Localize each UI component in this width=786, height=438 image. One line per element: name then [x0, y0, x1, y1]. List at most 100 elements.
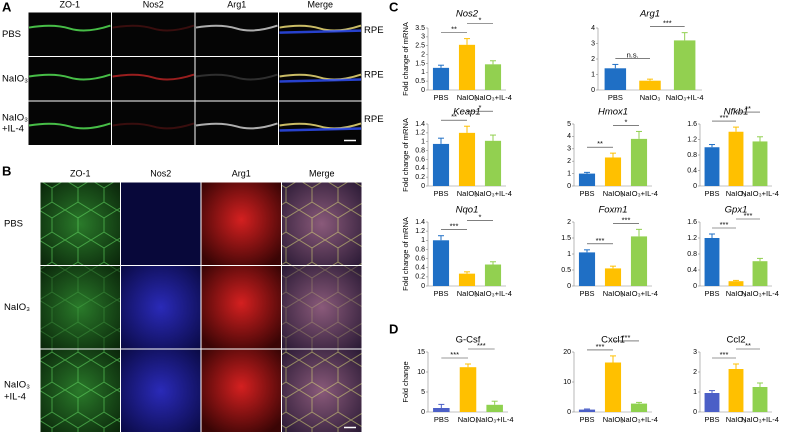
significance-label: ***: [720, 350, 729, 359]
y-tick-label: 2: [591, 56, 595, 63]
tissue-band: [279, 73, 362, 81]
tissue-band: [28, 24, 111, 32]
bar: [578, 409, 596, 412]
y-tick-label: 1: [567, 170, 571, 177]
y-tick-label: 15: [417, 349, 425, 356]
row-label: NaIO₃: [4, 302, 30, 313]
bar: [704, 393, 720, 412]
x-tick-label: NaIO₃: [726, 415, 747, 424]
significance-label: ***: [450, 222, 459, 231]
bar: [673, 40, 696, 90]
cell-borders: [40, 182, 120, 265]
y-tick-label: 1.2: [415, 228, 425, 235]
tissue-band: [279, 24, 362, 32]
bar: [752, 141, 768, 186]
x-tick-label: NaIO₃+IL-4: [666, 93, 704, 102]
bar: [484, 264, 502, 286]
y-tick-label: 1.5: [415, 60, 425, 67]
row-label: NaIO₃: [2, 73, 28, 84]
nuclei-band: [279, 29, 362, 34]
chart-title: Nos2: [456, 9, 479, 20]
y-tick-label: 0.2: [415, 174, 425, 181]
y-tick-label: 1: [693, 389, 697, 396]
y-tick-label: 0.8: [687, 251, 697, 258]
x-tick-label: NaIO₃: [457, 189, 478, 198]
significance-label: n.s.: [627, 50, 639, 59]
bar: [752, 387, 768, 412]
column-header: Arg1: [227, 0, 246, 9]
x-tick-label: NaIO₃: [726, 289, 747, 298]
bar: [459, 367, 477, 412]
y-tick-label: 20: [563, 349, 571, 356]
x-tick-label: NaIO₃: [603, 289, 624, 298]
significance-label: *: [625, 117, 628, 126]
micrograph: [112, 101, 195, 145]
y-tick-label: 0: [567, 283, 571, 290]
tissue-band: [195, 24, 278, 32]
tissue-band: [112, 122, 195, 130]
significance-label: **: [451, 112, 457, 121]
x-tick-label: NaIO₃+IL-4: [474, 93, 512, 102]
y-tick-label: 0: [421, 183, 425, 190]
bar: [639, 80, 661, 90]
x-tick-label: NaIO₃+IL-4: [620, 415, 658, 424]
significance-label: **: [745, 104, 751, 113]
y-tick-label: 1.2: [687, 136, 697, 143]
bar: [484, 64, 502, 90]
bar: [630, 236, 648, 286]
tissue-band: [28, 122, 111, 130]
y-tick-label: 1.6: [687, 121, 697, 128]
y-tick-label: 4: [591, 25, 595, 32]
x-tick-label: PBS: [433, 289, 448, 298]
tissue-band: [195, 122, 278, 130]
x-tick-label: NaIO₃+IL-4: [741, 289, 779, 298]
y-tick-label: 0.4: [415, 265, 425, 272]
x-tick-label: NaIO₃: [603, 189, 624, 198]
y-tick-label: 5: [567, 121, 571, 128]
row-label: +IL-4: [4, 391, 26, 402]
y-tick-label: 1.2: [687, 235, 697, 242]
y-tick-label: 0.8: [415, 147, 425, 154]
chart-title: G-Csf: [456, 335, 481, 346]
bar: [604, 157, 622, 186]
bar: [630, 403, 648, 412]
column-header: Nos2: [143, 0, 164, 9]
tissue-band: [112, 73, 195, 81]
y-tick-label: 0: [567, 183, 571, 190]
micrograph: [121, 349, 201, 432]
row-label: PBS: [4, 218, 23, 229]
significance-label: ***: [663, 19, 672, 28]
chart-title: Arg1: [639, 9, 660, 20]
tissue-band: [195, 73, 278, 81]
y-tick-label: 1.6: [687, 219, 697, 226]
x-tick-label: PBS: [434, 415, 449, 424]
bar: [458, 132, 476, 186]
x-tick-label: PBS: [704, 415, 719, 424]
y-tick-label: 3.5: [415, 25, 425, 32]
bar: [432, 240, 450, 286]
x-tick-label: PBS: [579, 289, 594, 298]
y-tick-label: 10: [563, 379, 571, 386]
panel-label: D: [389, 321, 398, 336]
chart-title: Cxcl1: [601, 335, 625, 346]
micrograph: [112, 12, 195, 56]
x-tick-label: NaIO₃+IL-4: [741, 189, 779, 198]
y-tick-label: 0: [591, 87, 595, 94]
y-axis-label: Fold change of mRNA: [401, 118, 410, 192]
column-header: ZO-1: [70, 168, 91, 178]
x-tick-label: PBS: [704, 189, 719, 198]
bar: [604, 68, 627, 90]
bar: [486, 404, 503, 412]
bar: [432, 67, 450, 90]
micrograph: [121, 266, 201, 349]
row-label: NaIO₃: [4, 379, 30, 390]
nuclei-band: [279, 78, 362, 83]
y-tick-label: 1: [421, 237, 425, 244]
y-tick-label: 3: [421, 34, 425, 41]
x-tick-label: NaIO₃: [603, 415, 624, 424]
bar: [728, 131, 744, 186]
x-tick-label: NaIO₃: [457, 289, 478, 298]
y-tick-label: 2: [567, 158, 571, 165]
cell-borders: [282, 182, 362, 265]
bar: [604, 268, 622, 286]
